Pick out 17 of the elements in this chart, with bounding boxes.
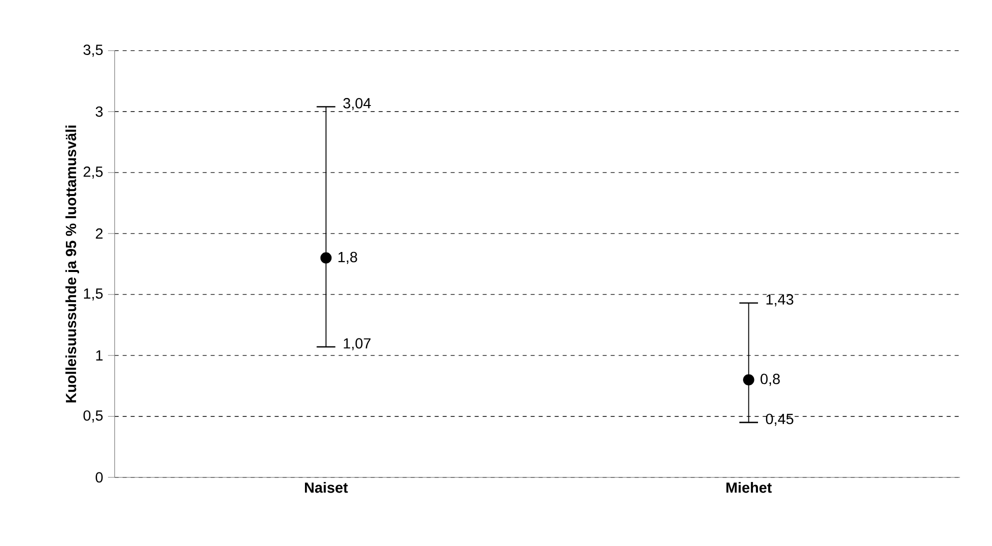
y-tick-label: 3,5 <box>83 44 103 57</box>
y-tick-label: 2,5 <box>84 166 103 179</box>
y-tick-label: 1 <box>96 350 103 360</box>
y-tick-label: 0,5 <box>83 410 103 422</box>
y-tick-label: 0 <box>96 472 103 483</box>
x-tick-label: Naiset <box>304 482 348 493</box>
annotation: 1,43 <box>766 294 794 306</box>
annotation: 0,45 <box>766 414 794 426</box>
y-tick-label: 1,5 <box>84 288 103 300</box>
y-tick-label: 2 <box>96 228 103 239</box>
y-axis-title: Kuolleisuussuhde ja 95 % luottamusväli <box>65 126 80 402</box>
annotation: 3,04 <box>343 98 371 110</box>
y-tick-label: 3 <box>96 106 103 117</box>
x-tick-label: Miehet <box>726 482 772 493</box>
data-label: 1,8 <box>338 252 358 264</box>
data-label: 0,8 <box>760 374 780 386</box>
annotation: 1,07 <box>344 338 371 350</box>
